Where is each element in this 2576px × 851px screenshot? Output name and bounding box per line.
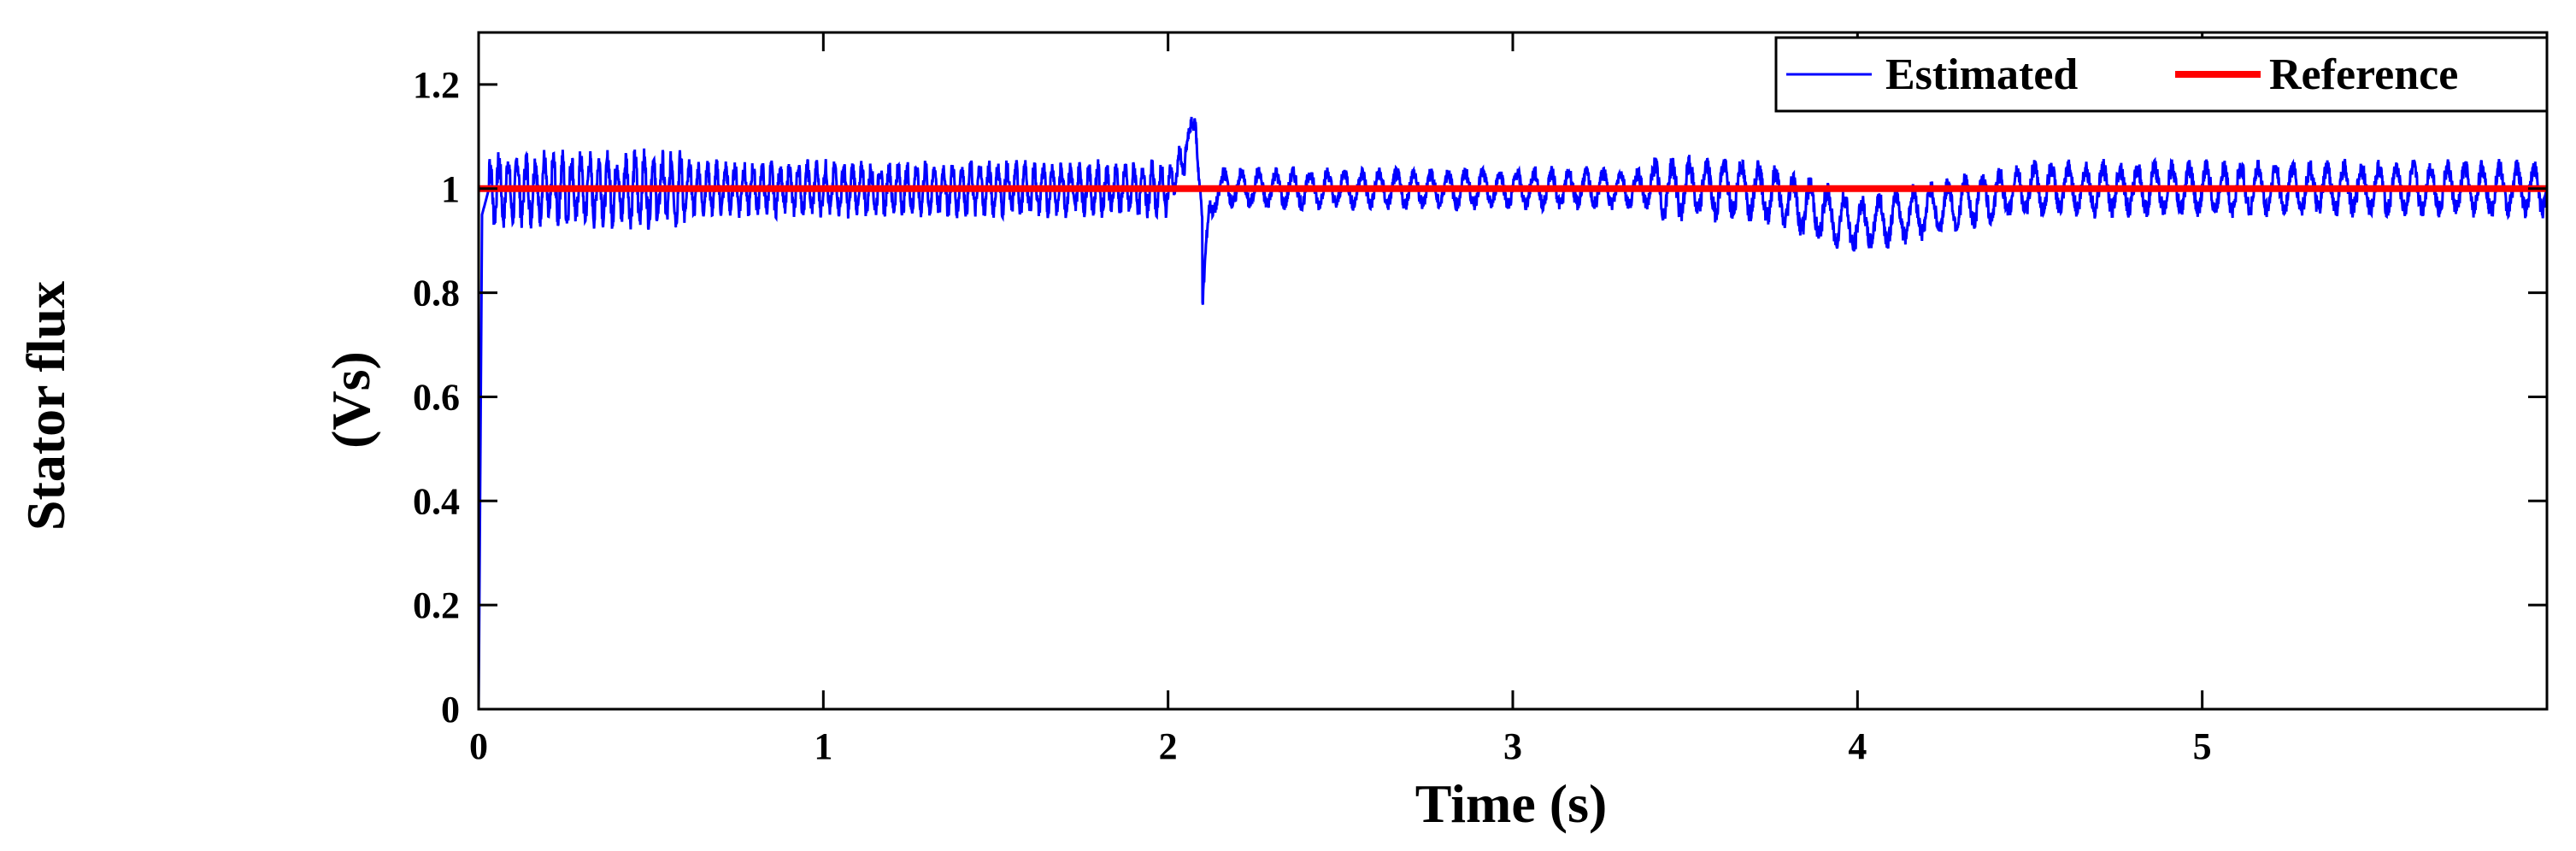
x-tick-label: 2 — [1159, 725, 1178, 767]
y-axis-outer-label: Stator flux — [15, 281, 76, 531]
x-tick-label: 0 — [469, 725, 488, 767]
series-layer — [477, 116, 2549, 710]
x-tick-label: 4 — [1848, 725, 1867, 767]
y-axis-label: (Vs) — [321, 351, 381, 449]
y-tick-label: 0 — [441, 689, 460, 731]
plot-area — [479, 32, 2547, 709]
x-tick-label: 3 — [1503, 725, 1522, 767]
y-tick-label: 0.8 — [413, 273, 460, 314]
legend-estimated-label: Estimated — [1885, 50, 2078, 99]
legend: Estimated Reference — [1774, 36, 2549, 113]
legend-box — [1774, 36, 2549, 113]
ticks-layer: 0 1 2 3 4 5 0 0.2 0.4 0.6 0.8 1 1.2 — [413, 32, 2547, 767]
y-tick-label: 1.2 — [413, 64, 460, 106]
x-tick-label: 1 — [814, 725, 832, 767]
legend-reference-label: Reference — [2269, 50, 2458, 99]
x-axis-label: Time (s) — [1415, 773, 1608, 834]
plot-background — [479, 32, 2547, 709]
y-tick-label: 0.4 — [413, 480, 460, 522]
y-tick-label: 1 — [441, 168, 460, 210]
y-tick-label: 0.2 — [413, 584, 460, 626]
x-tick-label: 5 — [2193, 725, 2212, 767]
y-tick-label: 0.6 — [413, 376, 460, 418]
